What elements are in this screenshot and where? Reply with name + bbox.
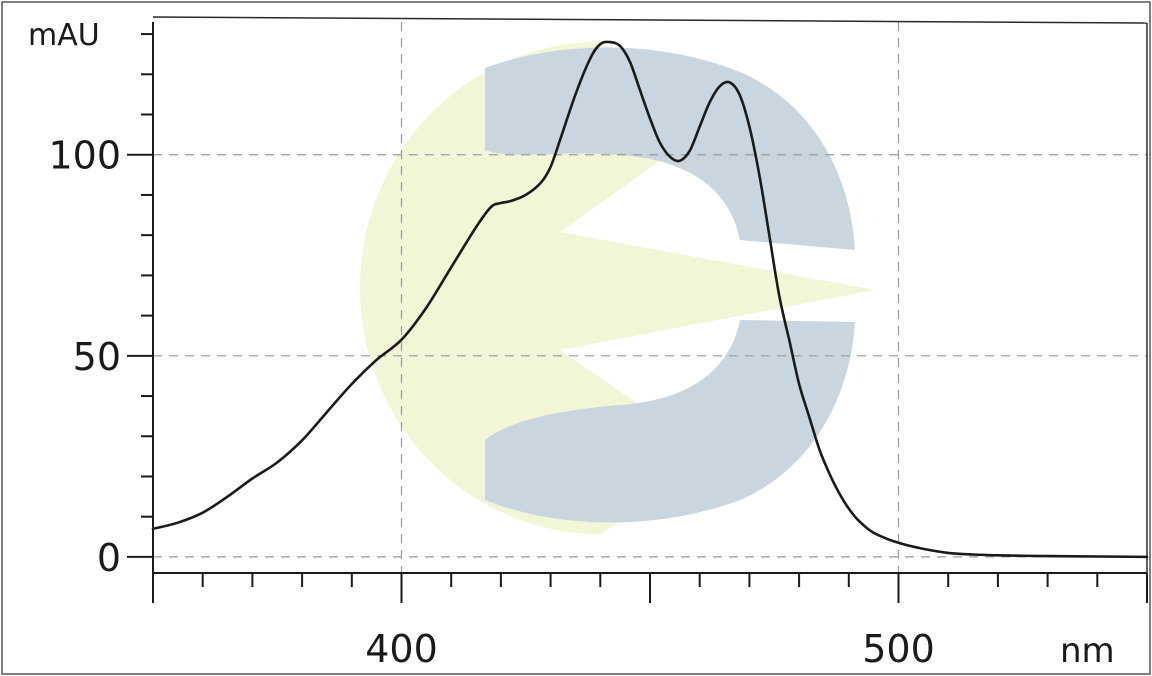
x-axis-ticks <box>152 573 1148 603</box>
y-tick-label-50: 50 <box>73 335 121 379</box>
watermark-logo <box>360 42 875 534</box>
y-axis-unit-label: mAU <box>28 18 100 53</box>
x-tick-label-500: 500 <box>862 627 935 671</box>
watermark-crescent <box>485 47 855 523</box>
y-tick-label-100: 100 <box>48 134 121 178</box>
x-tick-label-400: 400 <box>365 627 438 671</box>
y-axis-ticks <box>127 33 153 558</box>
series-line-spectrum <box>151 40 1149 559</box>
x-axis-unit-label: nm <box>1060 631 1115 671</box>
y-tick-label-0: 0 <box>97 536 121 580</box>
gridlines <box>153 22 1147 573</box>
y-axis-tick-labels: 0 50 100 <box>48 134 121 580</box>
watermark-wedge <box>360 42 875 534</box>
x-axis-tick-labels: 400 500 <box>365 627 935 671</box>
plot-frame <box>152 16 1148 575</box>
